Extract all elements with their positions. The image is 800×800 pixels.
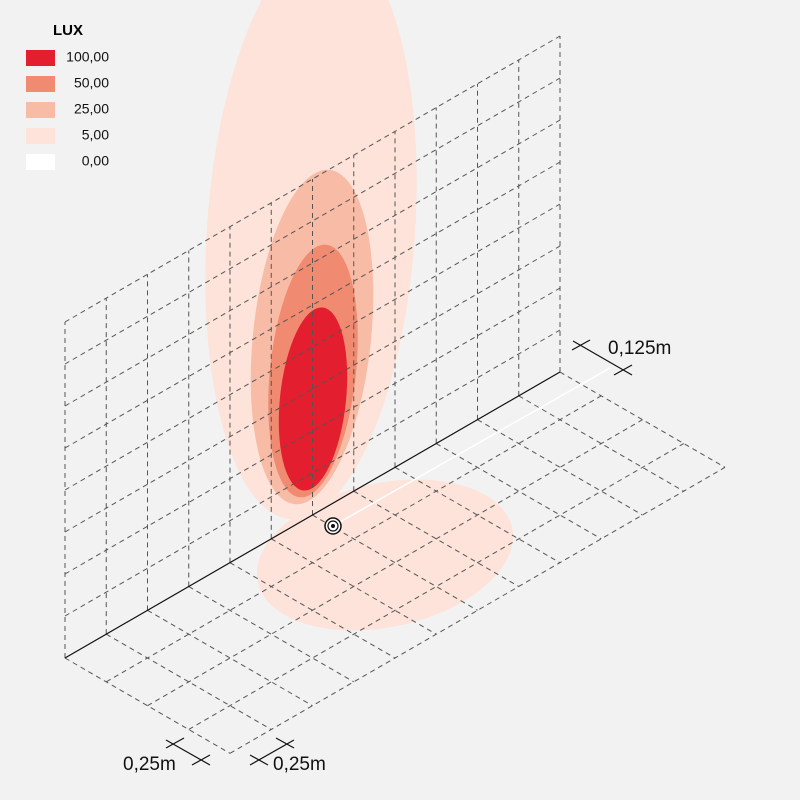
dim-tick — [249, 754, 269, 766]
floor-spot — [256, 479, 514, 631]
floor-grid-line — [559, 371, 726, 468]
fixture — [324, 517, 342, 535]
floor-grid-line — [435, 443, 602, 540]
dimension-depth: 0,125m — [571, 338, 671, 376]
dim-label: 0,25m — [273, 754, 326, 775]
legend-label: 50,00 — [74, 75, 109, 91]
dim-tick — [571, 339, 591, 351]
legend-label: 5,00 — [82, 127, 109, 143]
floor-grid-line — [394, 466, 561, 564]
legend-title: LUX — [53, 22, 83, 39]
floor-grid-line — [64, 657, 231, 754]
legend-swatch — [26, 50, 55, 66]
legend-swatch — [26, 154, 55, 170]
dim-label: 0,25m — [123, 754, 176, 775]
floor-grid-line — [477, 419, 643, 516]
floor-grid-line — [518, 395, 685, 492]
legend-label: 100,00 — [66, 49, 109, 65]
floor-grid-line — [353, 490, 520, 587]
light-distribution — [205, 0, 514, 631]
floor-grid-line — [188, 586, 355, 683]
floor-grid-line — [105, 633, 272, 730]
floor-grid-line — [147, 609, 313, 707]
dim-tick — [165, 737, 185, 749]
dimension-grid-x: 0,25m — [123, 737, 211, 775]
fixture-line — [339, 367, 611, 523]
dim-tick — [275, 737, 295, 749]
legend-swatch — [26, 76, 55, 92]
dim-line — [572, 340, 633, 376]
dimension-grid-y: 0,25m — [249, 737, 326, 775]
zone-100 — [278, 307, 348, 491]
dim-tick — [613, 364, 633, 376]
legend-label: 25,00 — [74, 101, 109, 117]
legend: LUX 100,00 50,00 25,00 5,00 0,00 — [26, 22, 109, 170]
legend-label: 0,00 — [82, 153, 109, 169]
legend-swatch — [26, 128, 55, 144]
dim-tick — [191, 754, 211, 766]
fixture-core — [331, 524, 335, 528]
wall-base — [64, 371, 561, 659]
fixture-ring — [327, 520, 339, 532]
floor-grid-line — [229, 562, 396, 659]
floor-grid-line — [270, 538, 437, 635]
legend-swatch — [26, 102, 55, 118]
dim-label: 0,125m — [608, 338, 671, 359]
